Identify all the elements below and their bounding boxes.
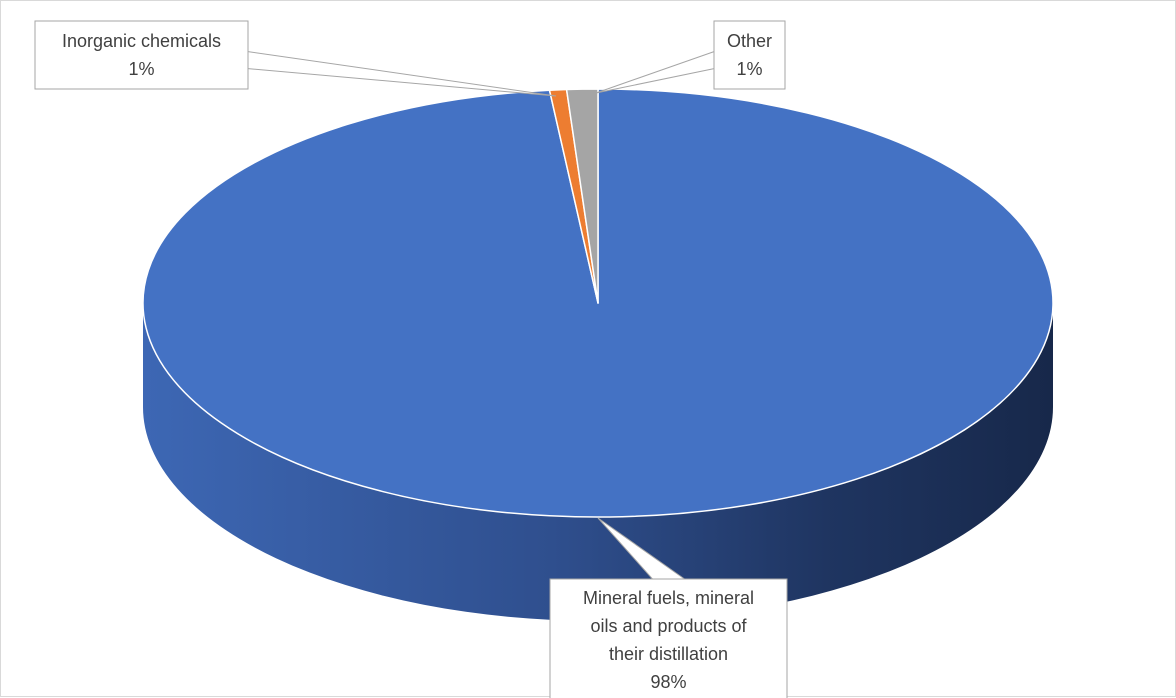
callout-pointer: [247, 51, 557, 97]
callout-box: [713, 20, 786, 90]
data-label-mineral-fuels: Mineral fuels, mineral oils and products …: [549, 517, 788, 698]
data-label-percent: 1%: [736, 59, 762, 79]
data-label-percent: 1%: [128, 59, 154, 79]
data-label-category: their distillation: [609, 644, 728, 664]
pie-layer: [142, 88, 1054, 621]
data-label-category: Inorganic chemicals: [62, 31, 221, 51]
data-label-other: Other 1%: [595, 20, 786, 94]
callout-box: [34, 20, 249, 90]
data-label-percent: 98%: [650, 672, 686, 692]
callout-pointer: [595, 51, 715, 94]
data-label-inorganic-chemicals: Inorganic chemicals 1%: [34, 20, 557, 97]
data-label-category: Mineral fuels, mineral: [583, 588, 754, 608]
pie-side-mineral-fuels: [143, 303, 1053, 621]
data-labels: Mineral fuels, mineral oils and products …: [34, 20, 788, 698]
data-label-category: oils and products of: [590, 616, 747, 636]
pie-slice-other[interactable]: [565, 88, 599, 304]
data-label-category: Other: [727, 31, 772, 51]
callout-pointer: [597, 517, 685, 580]
callout-box: [549, 578, 788, 698]
